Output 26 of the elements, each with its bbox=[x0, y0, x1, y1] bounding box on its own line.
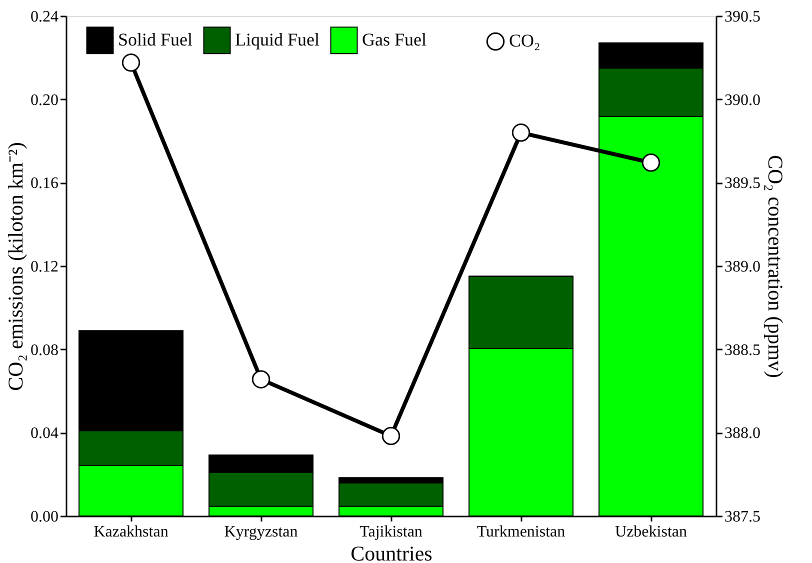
y-tick-label: 0.24 bbox=[30, 8, 58, 26]
y-tick-label: 0.16 bbox=[30, 175, 58, 192]
y-tick-label: 0.20 bbox=[30, 92, 58, 109]
x-tick-label: Kazakhstan bbox=[94, 524, 168, 540]
legend-label: Gas Fuel bbox=[362, 29, 426, 50]
y-axis-title: CO₂ emissions (kiloton km⁻²) bbox=[4, 142, 28, 391]
y2-tick-label: 388.0 bbox=[724, 425, 760, 442]
y2-tick-label: 389.5 bbox=[724, 175, 760, 192]
y-tick-label: 0.00 bbox=[30, 508, 58, 526]
y2-tick-label: 387.5 bbox=[724, 508, 760, 526]
x-tick-label: Uzbekistan bbox=[615, 524, 687, 540]
y-tick-label: 0.04 bbox=[30, 425, 58, 442]
y-tick-label: 0.12 bbox=[30, 258, 58, 276]
y2-tick-label: 388.5 bbox=[724, 342, 760, 359]
legend-label: CO₂ bbox=[509, 30, 540, 50]
legend-label: Solid Fuel bbox=[118, 29, 193, 50]
legend-label: Liquid Fuel bbox=[235, 29, 320, 50]
y2-axis-title: CO₂ concentration (ppmv) bbox=[764, 154, 788, 378]
y-tick-label: 0.08 bbox=[30, 342, 58, 359]
y2-tick-label: 389.0 bbox=[724, 258, 760, 276]
y2-tick-label: 390.0 bbox=[724, 92, 760, 109]
x-tick-label: Kyrgyzstan bbox=[224, 524, 298, 540]
x-axis-title: Countries bbox=[350, 542, 432, 563]
x-tick-label: Turkmenistan bbox=[476, 524, 566, 540]
y2-tick-label: 390.5 bbox=[724, 8, 760, 26]
x-tick-label: Tajikistan bbox=[360, 524, 422, 540]
